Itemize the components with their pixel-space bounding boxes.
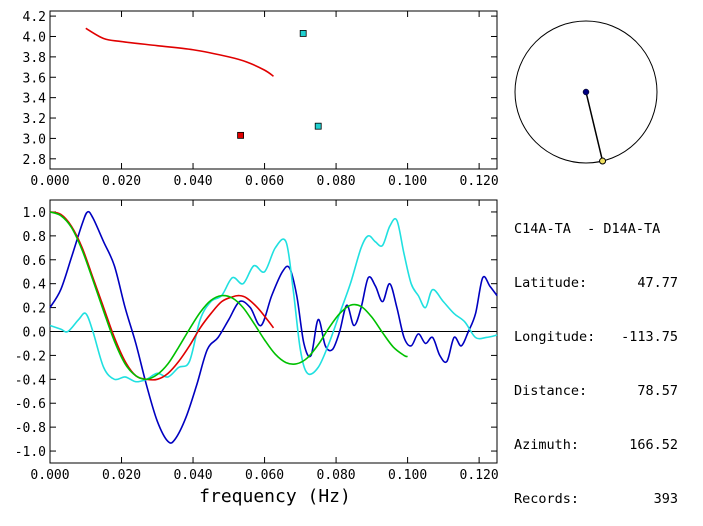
top-marker [237, 131, 245, 139]
bottom-series-line-2 [49, 211, 275, 381]
info-label: Distance: [514, 383, 588, 399]
y-tick-label: 0.4 [23, 278, 47, 293]
azimuth-circle [514, 20, 658, 164]
bottom-series-line-1 [49, 217, 498, 383]
bottom-series-line-0 [49, 210, 498, 444]
info-value: 78.57 [637, 383, 678, 399]
info-row-records: Records: 393 [514, 490, 678, 508]
top-series-line-0 [85, 27, 274, 77]
x-tick-label: 0.040 [173, 174, 212, 189]
velocity-chart-frame [49, 10, 498, 170]
event-marker [599, 157, 607, 165]
info-label: Longitude: [514, 329, 596, 345]
info-value: 393 [653, 491, 678, 507]
bottom-series-line-3 [49, 211, 408, 381]
x-tick-label: 0.020 [102, 174, 141, 189]
y-tick-label: -1.0 [15, 445, 46, 460]
x-tick-label: 0.000 [30, 174, 69, 189]
x-tick-label: 0.120 [460, 174, 499, 189]
info-row-longitude: Longitude: -113.75 [514, 328, 678, 346]
x-tick-label: 0.080 [317, 468, 356, 483]
y-tick-label: -0.4 [15, 373, 46, 388]
station-pair: C14A-TA - D14A-TA [514, 221, 661, 237]
y-tick-label: 3.2 [23, 112, 46, 127]
y-tick-label: 4.0 [23, 30, 46, 45]
y-tick-label: 0.6 [23, 254, 46, 269]
x-tick-label: 0.040 [173, 468, 212, 483]
y-tick-label: 2.8 [23, 153, 46, 168]
x-tick-label: 0.120 [460, 468, 499, 483]
y-tick-label: -0.2 [15, 349, 46, 364]
station-info-panel: C14A-TA - D14A-TA Latitude: 47.77 Longit… [514, 184, 678, 526]
info-value: -113.75 [621, 329, 678, 345]
y-tick-label: 3.4 [23, 92, 47, 107]
y-tick-label: -0.6 [15, 397, 46, 412]
info-row-azimuth: Azimuth: 166.52 [514, 436, 678, 454]
info-label: Latitude: [514, 275, 588, 291]
velocity-chart: 0.000 0.020 0.040 0.060 0.080 0.100 0.120 2.8 3.… [23, 10, 499, 189]
info-row-latitude: Latitude: 47.77 [514, 274, 678, 292]
y-tick-label: 0.0 [23, 326, 46, 341]
y-tick-label: 3.0 [23, 132, 46, 147]
y-tick-label: 3.6 [23, 71, 46, 86]
info-label: Records: [514, 491, 580, 507]
y-tick-label: -0.8 [15, 421, 46, 436]
x-tick-label: 0.100 [388, 174, 427, 189]
top-marker [314, 122, 322, 130]
x-tick-label: 0.100 [388, 468, 427, 483]
info-row-distance: Distance: 78.57 [514, 382, 678, 400]
station-marker [582, 88, 590, 96]
azimuth-plot [514, 20, 658, 165]
x-tick-label: 0.060 [245, 174, 284, 189]
y-tick-label: 0.2 [23, 302, 46, 317]
x-tick-label: 0.020 [102, 468, 141, 483]
info-value: 47.77 [637, 275, 678, 291]
x-tick-label: 0.000 [30, 468, 69, 483]
x-axis-label: frequency (Hz) [199, 486, 351, 507]
info-label: Azimuth: [514, 437, 580, 453]
y-tick-label: 3.8 [23, 51, 46, 66]
y-tick-label: 1.0 [23, 206, 46, 221]
info-value: 166.52 [629, 437, 678, 453]
azimuth-line [585, 91, 604, 162]
x-tick-label: 0.080 [317, 174, 356, 189]
correlation-chart: 0.000 0.020 0.040 0.060 0.080 0.100 0.120 -1.0 -… [15, 199, 499, 507]
y-tick-label: 4.2 [23, 10, 46, 25]
y-tick-label: 0.8 [23, 230, 46, 245]
top-marker [299, 30, 307, 37]
x-tick-label: 0.060 [245, 468, 284, 483]
